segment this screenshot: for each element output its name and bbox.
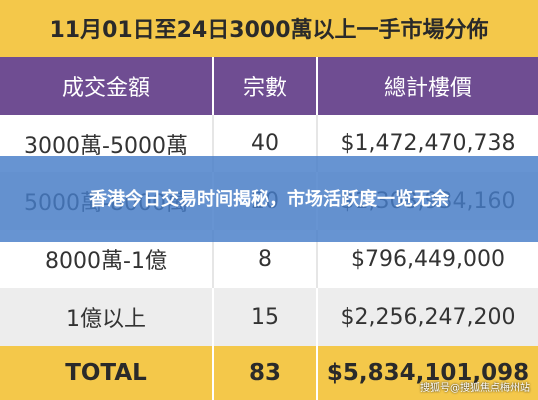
table-cell: $796,449,000 [351,246,505,272]
table-cell: $1,472,470,738 [340,131,516,156]
total-row: TOTAL 83 $5,834,101,098 [0,346,538,400]
table-cell: 8000萬-1億 [45,249,167,274]
table-cell: $2,256,247,200 [340,304,516,330]
table-title: 11月01日至24日3000萬以上一手市場分佈 [0,0,538,55]
table-cell: 3000萬-5000萬 [24,133,188,159]
table-cell: 8 [212,230,318,288]
header-cell: 成交金額 [61,76,150,101]
table-cell: 1億以上 [66,307,146,332]
table-cell: 15 [212,288,318,346]
header-row: 成交金額 宗數 總計樓價 [0,57,538,115]
total-cell: 83 [212,346,318,400]
total-cell: $5,834,101,098 [326,360,530,386]
table-row: 1億以上 15 $2,256,247,200 [0,288,538,346]
header-cell: 總計樓價 [383,76,472,101]
total-cell: TOTAL [65,360,147,386]
header-cell: 宗數 [212,57,318,115]
headline-banner: 香港今日交易时间揭秘，市场活跃度一览无余 [0,156,538,242]
table-cell: 40 [212,115,318,172]
watermark: 搜狐号@搜狐焦点梅州站 [420,383,530,394]
